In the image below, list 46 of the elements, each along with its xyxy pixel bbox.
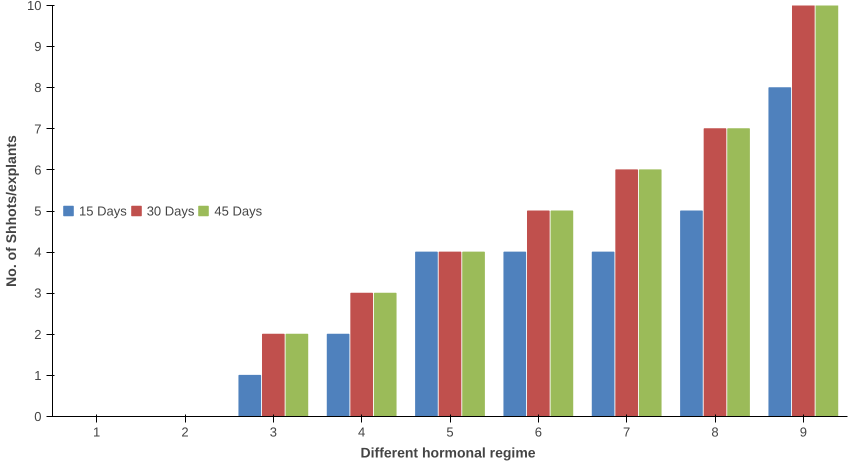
bar (615, 169, 638, 416)
x-tick-label: 9 (800, 424, 807, 440)
bar (792, 6, 815, 416)
bar (680, 210, 703, 416)
bar (704, 128, 726, 416)
bar (238, 374, 262, 416)
legend-label: 45 Days (214, 203, 262, 218)
y-tick-label: 5 (34, 204, 42, 218)
y-tick-label: 0 (34, 409, 42, 424)
x-tick-label: 4 (358, 424, 366, 440)
x-tick-label: 2 (181, 424, 189, 440)
bar (462, 252, 485, 416)
y-axis-title: No. of Shhots/explants (3, 134, 20, 287)
y-tick-label: 4 (34, 244, 42, 260)
y-tick-label: 9 (34, 39, 42, 54)
bar (592, 252, 614, 416)
y-tick-label: 8 (34, 80, 42, 96)
x-tick-label: 6 (534, 424, 542, 440)
bar (550, 210, 574, 416)
y-tick-label: 3 (34, 286, 42, 301)
bar (638, 169, 662, 416)
x-tick-label: 1 (93, 424, 100, 440)
bar (816, 6, 838, 416)
bar (438, 252, 462, 416)
x-axis-title: Different hormonal regime (360, 444, 536, 460)
bar (727, 128, 750, 416)
x-tick-label: 7 (623, 424, 630, 440)
bar (503, 252, 526, 416)
y-tick-label: 10 (27, 0, 42, 13)
bar (262, 334, 285, 416)
bar (768, 87, 792, 416)
y-tick-label: 1 (34, 368, 42, 383)
x-tick-label: 3 (270, 424, 277, 440)
bar (415, 252, 438, 416)
x-tick-label: 5 (446, 424, 454, 440)
bar (527, 210, 550, 416)
x-tick-label: 8 (711, 424, 719, 440)
legend-label: 15 Days (79, 203, 127, 218)
y-tick-label: 6 (34, 162, 42, 178)
bar (350, 292, 373, 416)
bar (326, 334, 350, 416)
bar (374, 292, 397, 416)
legend-label: 30 Days (146, 203, 194, 218)
y-tick-label: 2 (34, 326, 42, 342)
bar (286, 334, 308, 416)
y-tick-label: 7 (34, 121, 42, 136)
